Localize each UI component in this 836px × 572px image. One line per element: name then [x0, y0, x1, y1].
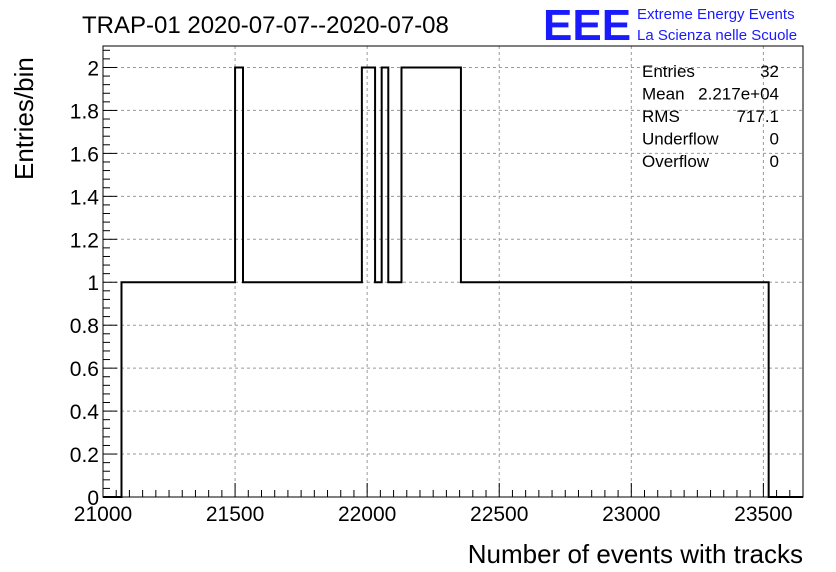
stat-value: 2.217e+04 — [698, 85, 779, 104]
logo-line-2: La Scienza nelle Scuole — [637, 27, 797, 44]
histogram-bin-4 — [235, 67, 243, 497]
x-tick-label: 23000 — [602, 503, 660, 526]
histogram-step-line — [103, 66, 803, 498]
histogram-bin-1 — [180, 282, 195, 497]
y-tick-label: 1.4 — [70, 186, 100, 209]
x-tick-label: 21000 — [74, 503, 132, 526]
y-tick-label: 0 — [87, 487, 99, 510]
stat-label: Entries — [642, 62, 695, 81]
histogram-bin-11 — [375, 282, 382, 497]
stat-value: 0 — [770, 152, 779, 171]
stats-box: Entries 32 Mean 2.217e+04 RMS 717.1 Underflow 0… — [642, 62, 779, 171]
logo-mark: EEE — [543, 1, 631, 50]
histogram-bin-22 — [742, 282, 749, 497]
histogram-bin-0 — [121, 282, 128, 497]
plot-frame — [102, 45, 804, 498]
histogram-bin-21 — [729, 282, 736, 497]
histogram-bin-2 — [207, 282, 214, 497]
histogram-bin-20 — [712, 282, 719, 497]
x-tick-label: 23500 — [734, 503, 792, 526]
histogram-bin-23 — [762, 282, 769, 497]
y-axis-title: Entries/bin — [9, 57, 39, 180]
y-tick-label: 1.6 — [70, 143, 99, 166]
stat-label: RMS — [642, 107, 680, 126]
y-tick-label: 0.8 — [70, 315, 99, 338]
y-tick-label: 2 — [87, 57, 99, 80]
y-tick-label: 0.2 — [70, 444, 99, 467]
histogram-bin-14 — [401, 67, 408, 497]
histogram-bin-8 — [318, 282, 331, 497]
stat-value: 0 — [770, 130, 779, 149]
chart-title: TRAP-01 2020-07-07--2020-07-08 — [82, 12, 449, 39]
histogram-series — [103, 66, 803, 498]
x-tick-label: 22500 — [470, 503, 528, 526]
histogram-bin-13 — [388, 282, 395, 497]
stat-label: Overflow — [642, 152, 710, 171]
histogram-bin-15 — [461, 282, 468, 497]
histogram-bin-16 — [572, 282, 579, 497]
histogram-bin-6 — [273, 282, 280, 497]
histogram-bin-10 — [362, 67, 369, 497]
histogram-bin-12 — [382, 67, 389, 497]
histogram-bin-19 — [683, 282, 696, 497]
y-tick-label: 0.4 — [70, 401, 100, 424]
histogram-bin-7 — [287, 282, 294, 497]
histogram-bin-9 — [355, 282, 362, 497]
x-tick-label: 22000 — [338, 503, 396, 526]
histogram-bin-18 — [646, 282, 659, 497]
histogram-bin-17 — [610, 282, 617, 497]
y-tick-label: 1.2 — [70, 229, 99, 252]
axes: 21000 21500 22000 22500 23000 23500 0 0.2 0.4 0.6… — [70, 45, 804, 526]
eee-logo: EEE Extreme Energy Events La Scienza nel… — [543, 1, 797, 50]
stat-value: 32 — [760, 62, 779, 81]
histogram-bin-5 — [243, 282, 264, 497]
stat-value: 717.1 — [736, 107, 779, 126]
x-axis-title: Number of events with tracks — [468, 539, 803, 569]
logo-line-1: Extreme Energy Events — [637, 6, 795, 23]
stat-label: Mean — [642, 85, 685, 104]
y-tick-label: 1 — [87, 272, 99, 295]
y-tick-label: 1.8 — [70, 100, 99, 123]
stat-label: Underflow — [642, 130, 719, 149]
x-tick-label: 21500 — [206, 503, 264, 526]
histogram-bin-3 — [228, 282, 235, 497]
y-tick-label: 0.6 — [70, 358, 99, 381]
